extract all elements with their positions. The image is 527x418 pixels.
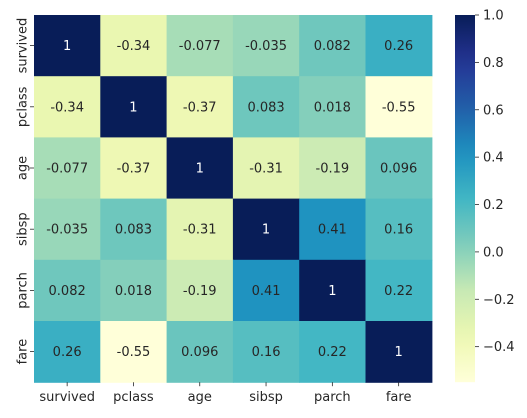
cell-value-label: 1: [63, 39, 71, 54]
cell-value-label: -0.34: [50, 100, 84, 115]
cell-value-label: 1: [262, 223, 270, 238]
cell-value-label: 0.018: [115, 284, 152, 299]
cell-value-label: -0.37: [183, 100, 217, 115]
heatmap-cell: [299, 198, 367, 261]
cell-value-label: 0.018: [314, 100, 351, 115]
heatmap-cell: [232, 259, 300, 322]
heatmap-cell: [365, 321, 433, 383]
x-tick-label: parch: [314, 390, 351, 405]
heatmap-cell: [34, 137, 101, 200]
cell-value-label: -0.55: [117, 345, 151, 360]
heatmap-cell: [299, 259, 367, 322]
cell-value-label: 1: [129, 100, 137, 115]
x-tick-label: pclass: [113, 390, 154, 405]
heatmap-cell: [100, 321, 168, 383]
heatmap-cell: [34, 15, 101, 77]
heatmap-cell: [365, 137, 433, 200]
cell-value-label: -0.31: [183, 223, 217, 238]
heatmap-cell: [166, 76, 234, 138]
heatmap-cell: [100, 15, 168, 77]
x-tick-label: survived: [39, 390, 95, 405]
cell-value-label: 1: [395, 345, 403, 360]
heatmap-cell: [166, 15, 234, 77]
colorbar-tick-label: −0.4: [483, 340, 515, 355]
cell-value-label: -0.077: [46, 162, 88, 177]
cell-value-label: -0.19: [316, 162, 350, 177]
cell-value-label: -0.55: [382, 100, 416, 115]
heatmap-cell: [299, 15, 367, 77]
y-tick-label: sibsp: [16, 212, 31, 246]
heatmap-cell: [34, 259, 101, 322]
cell-value-label: -0.34: [117, 39, 151, 54]
cell-value-label: 0.22: [318, 345, 347, 360]
y-axis-ticks: survived pclass age sibsp parch fare: [16, 18, 34, 365]
cell-value-label: 1: [328, 284, 336, 299]
cell-value-label: 0.083: [247, 100, 284, 115]
x-tick-label: fare: [386, 390, 412, 405]
heatmap-cell: [166, 259, 234, 322]
heatmap-cells: 1 -0.34 -0.077 -0.035 0.082 0.26 -0.34 1 -0.37 0.…: [34, 15, 433, 383]
heatmap-cell: [232, 15, 300, 77]
cell-value-label: 0.41: [318, 223, 347, 238]
heatmap-cell: [232, 137, 300, 200]
cell-value-label: -0.31: [249, 162, 283, 177]
heatmap-cell: [365, 76, 433, 138]
heatmap-cell: [299, 321, 367, 383]
cell-value-label: 1: [196, 162, 204, 177]
cell-value-label: 0.082: [49, 284, 86, 299]
heatmap-cell: [100, 259, 168, 322]
cell-value-label: 0.096: [181, 345, 218, 360]
y-tick-label: age: [16, 156, 31, 180]
cell-value-label: 0.082: [314, 39, 351, 54]
cell-value-label: -0.37: [117, 162, 151, 177]
cell-value-label: -0.19: [183, 284, 217, 299]
cell-value-label: 0.26: [53, 345, 82, 360]
heatmap-cell: [100, 76, 168, 138]
heatmap-cell: [100, 137, 168, 200]
y-tick-label: fare: [16, 339, 31, 365]
heatmap-cell: [232, 321, 300, 383]
colorbar-tick-label: 1.0: [483, 9, 504, 24]
y-tick-label: pclass: [16, 86, 31, 127]
y-tick-label: parch: [16, 272, 31, 309]
x-tick-label: sibsp: [249, 390, 283, 405]
heatmap-cell: [166, 198, 234, 261]
cell-value-label: 0.22: [384, 284, 413, 299]
heatmap-cell: [166, 321, 234, 383]
heatmap-cell: [299, 137, 367, 200]
cell-value-label: 0.26: [384, 39, 413, 54]
heatmap-cell: [34, 321, 101, 383]
heatmap-cell: [232, 76, 300, 138]
x-axis-ticks: survived pclass age sibsp parch fare: [39, 382, 411, 405]
y-tick-label: survived: [16, 18, 31, 74]
colorbar-tick-label: 0.8: [483, 56, 504, 71]
cell-value-label: -0.035: [245, 39, 287, 54]
colorbar-tick-label: −0.2: [483, 293, 515, 308]
heatmap-cell: [365, 15, 433, 77]
heatmap-cell: [100, 198, 168, 261]
heatmap-cell: [34, 76, 101, 138]
cell-value-label: 0.083: [115, 223, 152, 238]
colorbar-ticks: 1.0 0.8 0.6 0.4 0.2 0.0 −0.2 −0.4: [475, 9, 515, 355]
cell-value-label: 0.16: [252, 345, 281, 360]
heatmap-cell: [34, 198, 101, 261]
heatmap-cell: [365, 198, 433, 261]
colorbar-tick-label: 0.6: [483, 103, 504, 118]
cell-value-label: 0.096: [380, 162, 417, 177]
colorbar: [455, 15, 475, 383]
x-tick-label: age: [188, 390, 212, 405]
heatmap-cell: [232, 198, 300, 261]
cell-value-label: -0.035: [46, 223, 88, 238]
cell-value-label: 0.16: [384, 223, 413, 238]
cell-value-label: 0.41: [252, 284, 281, 299]
cell-value-label: -0.077: [179, 39, 221, 54]
colorbar-tick-label: 0.2: [483, 198, 504, 213]
colorbar-tick-label: 0.4: [483, 151, 504, 166]
colorbar-tick-label: 0.0: [483, 245, 504, 260]
heatmap-cell: [166, 137, 234, 200]
heatmap-cell: [299, 76, 367, 138]
heatmap-cell: [365, 259, 433, 322]
